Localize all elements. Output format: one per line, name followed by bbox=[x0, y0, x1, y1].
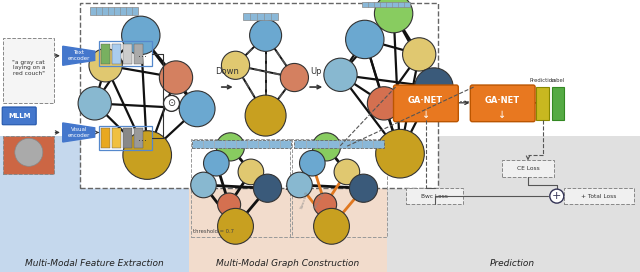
Bar bbox=[123, 44, 132, 64]
Bar bbox=[90, 7, 138, 15]
Circle shape bbox=[218, 208, 253, 244]
Circle shape bbox=[376, 129, 424, 178]
Circle shape bbox=[346, 20, 384, 59]
Circle shape bbox=[164, 95, 179, 111]
Text: ↓: ↓ bbox=[422, 110, 429, 120]
Bar bbox=[191, 139, 292, 237]
Circle shape bbox=[403, 38, 436, 71]
Circle shape bbox=[287, 172, 312, 198]
Circle shape bbox=[312, 133, 340, 161]
Circle shape bbox=[123, 131, 172, 179]
Text: GA·NET: GA·NET bbox=[408, 96, 443, 105]
Text: Multi-Modal Graph Construction: Multi-Modal Graph Construction bbox=[216, 259, 360, 268]
Circle shape bbox=[216, 133, 244, 161]
Text: +: + bbox=[552, 191, 561, 201]
Circle shape bbox=[374, 0, 413, 33]
Circle shape bbox=[250, 19, 282, 51]
Bar bbox=[536, 87, 549, 120]
Circle shape bbox=[280, 63, 308, 92]
Circle shape bbox=[78, 87, 111, 120]
Circle shape bbox=[15, 138, 43, 166]
Bar bbox=[243, 13, 278, 20]
Bar bbox=[80, 3, 438, 188]
Text: Prediction: Prediction bbox=[490, 259, 534, 268]
Bar bbox=[101, 128, 110, 148]
Text: Sim=0.8: Sim=0.8 bbox=[314, 192, 326, 210]
Text: ↓: ↓ bbox=[499, 110, 506, 120]
Text: Up: Up bbox=[310, 67, 322, 76]
Bar bbox=[406, 188, 463, 204]
Text: Label: Label bbox=[551, 78, 565, 83]
Circle shape bbox=[334, 159, 360, 185]
Bar bbox=[564, 188, 634, 204]
Text: MLLM: MLLM bbox=[8, 113, 31, 119]
Circle shape bbox=[122, 16, 160, 55]
Bar bbox=[112, 44, 121, 64]
Bar bbox=[99, 126, 152, 150]
Text: Prediction: Prediction bbox=[529, 78, 556, 83]
Bar bbox=[502, 160, 554, 177]
Circle shape bbox=[179, 91, 215, 127]
Text: ···: ··· bbox=[459, 96, 470, 109]
Text: CE Loss: CE Loss bbox=[516, 166, 540, 171]
Circle shape bbox=[218, 193, 241, 216]
Circle shape bbox=[314, 208, 349, 244]
Bar bbox=[123, 128, 132, 148]
Circle shape bbox=[204, 150, 229, 176]
Bar bbox=[290, 139, 387, 237]
Bar bbox=[99, 41, 152, 66]
Bar bbox=[362, 2, 410, 7]
Bar bbox=[134, 44, 143, 64]
FancyBboxPatch shape bbox=[470, 85, 535, 122]
Text: + Total Loss: + Total Loss bbox=[581, 194, 617, 199]
Circle shape bbox=[349, 174, 378, 202]
Text: GA·NET: GA·NET bbox=[485, 96, 520, 105]
Circle shape bbox=[550, 189, 564, 203]
Bar bbox=[294, 140, 384, 148]
Bar bbox=[189, 136, 387, 272]
Bar bbox=[3, 136, 54, 174]
FancyBboxPatch shape bbox=[2, 107, 36, 125]
Text: Multi-Modal Feature Extraction: Multi-Modal Feature Extraction bbox=[26, 259, 164, 268]
Bar bbox=[112, 128, 121, 148]
Circle shape bbox=[245, 95, 286, 136]
Text: ...: ... bbox=[138, 49, 147, 58]
Polygon shape bbox=[63, 123, 95, 142]
Text: threshold = 0.7: threshold = 0.7 bbox=[193, 230, 234, 234]
Text: "a gray cat
laying on a
red couch": "a gray cat laying on a red couch" bbox=[13, 60, 45, 76]
Circle shape bbox=[324, 58, 357, 91]
Circle shape bbox=[238, 159, 264, 185]
Bar bbox=[387, 136, 640, 272]
Text: Sim=0.9: Sim=0.9 bbox=[300, 190, 309, 209]
Bar bbox=[101, 44, 110, 64]
Text: Text
encoder: Text encoder bbox=[68, 50, 90, 61]
Circle shape bbox=[314, 193, 337, 216]
Text: Bwc Loss: Bwc Loss bbox=[421, 194, 448, 199]
Bar bbox=[0, 136, 189, 272]
Bar bbox=[3, 38, 54, 103]
Circle shape bbox=[221, 51, 250, 79]
Text: ...: ... bbox=[138, 133, 147, 143]
Circle shape bbox=[253, 174, 282, 202]
Bar bbox=[134, 128, 143, 148]
FancyBboxPatch shape bbox=[394, 85, 458, 122]
Text: Down: Down bbox=[215, 67, 239, 76]
Text: ⊙: ⊙ bbox=[168, 98, 175, 108]
Circle shape bbox=[367, 87, 401, 120]
Circle shape bbox=[159, 61, 193, 94]
Circle shape bbox=[89, 49, 122, 82]
Circle shape bbox=[300, 150, 325, 176]
Circle shape bbox=[191, 172, 216, 198]
Polygon shape bbox=[63, 46, 95, 65]
Bar bbox=[192, 140, 291, 148]
Bar bbox=[552, 87, 564, 120]
Circle shape bbox=[415, 68, 453, 106]
Text: Visual
encoder: Visual encoder bbox=[68, 127, 90, 138]
